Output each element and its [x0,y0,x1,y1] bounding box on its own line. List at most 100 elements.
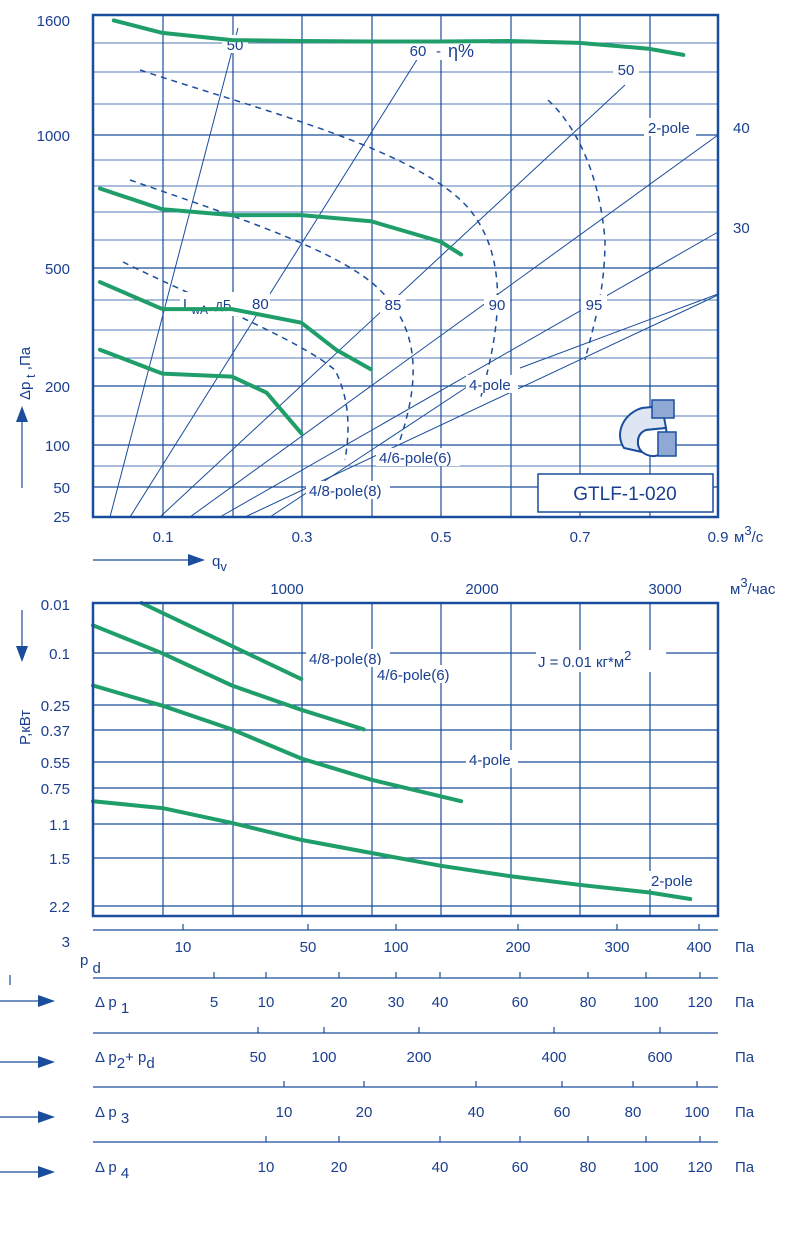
scale-dp4-unit: Па [735,1159,755,1176]
power-curve-4-6-pole-6- [91,623,366,732]
scale-dp3-label: Δ p 3 [95,1104,129,1127]
scale-dp2-unit: Па [735,1049,755,1066]
scale-pd: p d 10 50 100 200 300 400 Па [80,924,755,977]
scale-dp3-ticks: 10 20 40 60 80 100 [276,1081,710,1121]
system-lines [109,27,719,518]
p-tick-3: 3 [62,934,70,951]
pressure-curve-4-6-pole-6- [97,280,373,372]
scale-pd-label: p d [80,952,101,977]
svg-text:120: 120 [687,994,712,1011]
x-tick-0.9: 0.9 [708,529,729,546]
label-4-6-pole-lower: 4/6-pole(6) [377,667,450,684]
inertia-label: J = 0.01 кг*м2 [538,648,631,671]
svg-text:600: 600 [647,1049,672,1066]
top-tick-3000: 3000 [648,581,681,598]
svg-text:100: 100 [633,1159,658,1176]
label-2-pole-lower: 2-pole [651,873,693,890]
pressure-y-label: Δp t ,Па [17,346,38,400]
svg-text:20: 20 [331,994,348,1011]
efficiency-label-50b: 50 [618,62,635,79]
x-tick-0.5: 0.5 [431,529,452,546]
power-curve-labels: 4/8-pole(8) 4/6-pole(6) 4-pole 2-pole [306,649,700,890]
scale-dp4-label: Δ p 4 [95,1159,129,1182]
scale-dp4-ticks: 10 20 40 60 80 100 120 [258,1136,713,1176]
x-tick-0.1: 0.1 [153,529,174,546]
power-chart-frame [91,601,720,918]
efficiency-unit-label: η% [448,41,474,61]
power-top-ticks: 1000 2000 3000 м3/час [270,575,776,598]
efficiency-label-60: 60 [410,43,427,60]
svg-text:10: 10 [258,1159,275,1176]
efficiency-label-40: 40 [733,120,750,137]
svg-text:20: 20 [331,1159,348,1176]
scale-dp1: Δ p 1 5 10 20 30 40 60 80 100 120 Па [0,972,755,1017]
model-label: GTLF-1-020 [573,484,676,505]
svg-text:40: 40 [432,1159,449,1176]
p-tick-0.25: 0.25 [41,698,70,715]
svg-text:50: 50 [300,939,317,956]
label-4-pole-lower: 4-pole [469,752,511,769]
svg-text:5: 5 [210,994,218,1011]
svg-text:40: 40 [432,994,449,1011]
y-tick-100: 100 [45,438,70,455]
x-unit-m3s: м3/с [734,523,764,546]
sound-level-curves [122,69,606,461]
svg-text:300: 300 [604,939,629,956]
pressure-scales: p d 10 50 100 200 300 400 Па Δ p 1 5 10 … [0,924,755,1182]
sound-label-85: 85 [385,297,402,314]
svg-text:60: 60 [512,1159,529,1176]
label-4-6-pole-upper: 4/6-pole(6) [379,450,452,467]
power-y-label: P,кВт [17,710,34,745]
svg-text:50: 50 [250,1049,267,1066]
y-tick-500: 500 [45,261,70,278]
top-tick-2000: 2000 [465,581,498,598]
svg-text:400: 400 [686,939,711,956]
y-tick-200: 200 [45,379,70,396]
svg-text:80: 80 [625,1104,642,1121]
power-curve-4-pole [91,683,464,804]
sound-label-90: 90 [489,297,506,314]
svg-text:10: 10 [175,939,192,956]
pressure-x-ticks: 0.1 0.3 0.5 0.7 0.9 м3/с [153,523,764,546]
svg-text:30: 30 [388,994,405,1011]
scale-pd-ticks: 10 50 100 200 300 400 [175,924,712,956]
p-tick-1.1: 1.1 [49,817,70,834]
pressure-curves [97,18,686,436]
efficiency-label-30: 30 [733,220,750,237]
svg-text:100: 100 [311,1049,336,1066]
qv-axis-title: qv [93,553,227,574]
pressure-curve-4-pole [97,186,464,257]
scale-dp2-label: Δ p2+ pd [95,1049,155,1072]
p-tick-0.37: 0.37 [41,723,70,740]
pressure-y-ticks: 1600 1000 500 200 100 50 25 [37,13,70,526]
svg-text:100: 100 [383,939,408,956]
scale-dp2-ticks: 50 100 200 400 600 [250,1027,673,1066]
pressure-curve-4-8-pole-8- [97,347,304,436]
pressure-curve-2-pole [111,18,686,57]
y-tick-1600: 1600 [37,13,70,30]
svg-text:20: 20 [356,1104,373,1121]
sound-labels: LwA ,дБ 80 85 90 95 [180,292,607,317]
svg-text:200: 200 [505,939,530,956]
scale-dp1-label: Δ p 1 [95,994,129,1017]
fan-icon [619,399,677,458]
power-y-ticks: 0.01 0.1 0.25 0.37 0.55 0.75 1.1 1.5 2.2… [41,597,70,951]
svg-text:200: 200 [406,1049,431,1066]
svg-text:400: 400 [541,1049,566,1066]
pressure-y-axis-title: Δp t ,Па [16,346,38,488]
label-2-pole-upper: 2-pole [648,120,690,137]
power-y-axis-title: P,кВт [16,610,34,745]
x-tick-0.3: 0.3 [292,529,313,546]
top-tick-1000: 1000 [270,581,303,598]
y-tick-50: 50 [53,480,70,497]
svg-text:40: 40 [468,1104,485,1121]
p-tick-0.1: 0.1 [49,646,70,663]
p-tick-2.2: 2.2 [49,899,70,916]
scale-dp4: Δ p 4 10 20 40 60 80 100 120 Па [0,1136,755,1182]
power-horizontal-grid [93,652,718,907]
p-tick-0.55: 0.55 [41,755,70,772]
model-box [537,473,714,513]
pressure-chart: 50 60 - η% 50 LwA ,дБ 80 85 90 95 2-pole [16,13,764,574]
pressure-curve-labels: 2-pole 4-pole 4/6-pole(6) 4/8-pole(8) [306,118,696,500]
